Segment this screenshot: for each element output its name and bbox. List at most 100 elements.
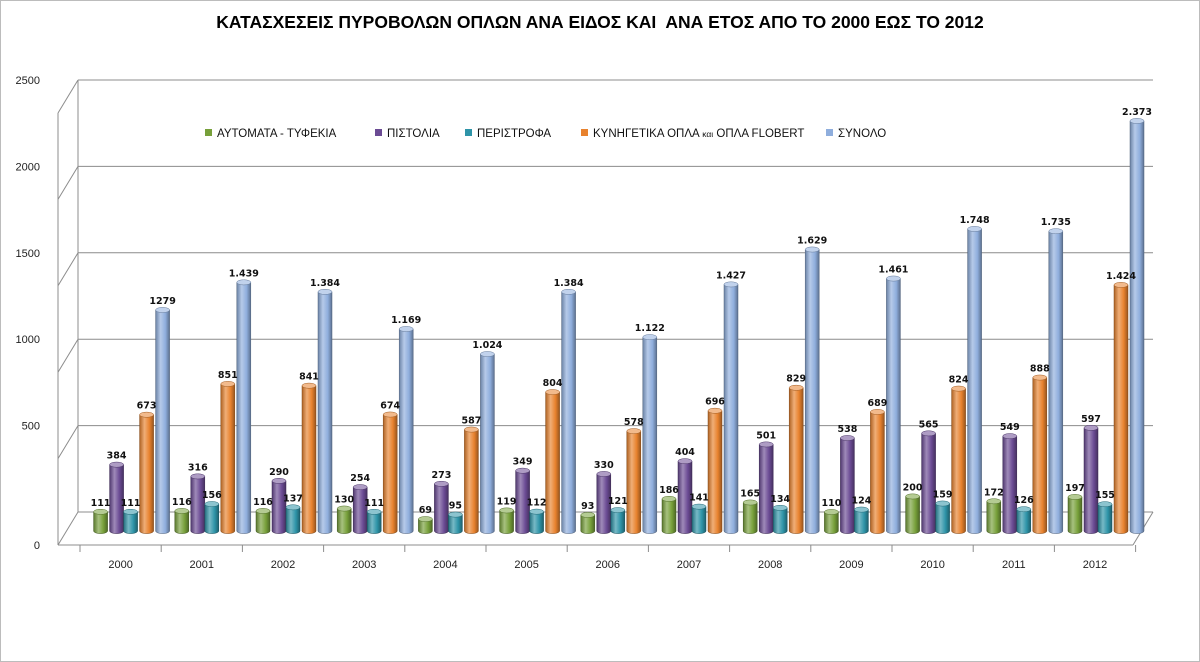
y-tick-label: 1500	[16, 248, 40, 260]
bar-body	[772, 507, 788, 534]
data-label: 273	[431, 470, 451, 481]
bar-top	[677, 458, 693, 465]
legend-item: ΑΥΤΟΜΑΤΑ - ΤΥΦΕΚΙΑ	[205, 128, 337, 140]
data-label: 124	[851, 496, 871, 507]
bar	[190, 473, 206, 534]
bar-body	[155, 309, 170, 534]
bar-top	[986, 498, 1002, 505]
data-label: 349	[513, 457, 533, 468]
bar-body	[1016, 508, 1032, 534]
x-tick-label: 2010	[920, 559, 944, 571]
bar-top	[398, 326, 414, 332]
bar	[886, 275, 901, 534]
bar-body	[499, 510, 514, 534]
data-label: 1.424	[1106, 271, 1136, 282]
x-tick-label: 2001	[190, 559, 214, 571]
bar-body	[448, 514, 463, 534]
bar-body	[921, 433, 936, 534]
bar-top	[220, 381, 236, 387]
bar-body	[317, 291, 333, 534]
bar	[499, 507, 514, 534]
bar-body	[870, 411, 885, 534]
data-label: 116	[172, 497, 192, 508]
bar-body	[366, 511, 382, 534]
bar	[139, 411, 154, 534]
bar	[352, 484, 368, 534]
bar-top	[123, 508, 138, 515]
bar	[596, 471, 612, 534]
y-tick-label: 1000	[16, 334, 40, 346]
data-label: 126	[1014, 495, 1034, 506]
bar-top	[1067, 494, 1083, 500]
bar-body	[561, 291, 576, 534]
bar-top	[352, 484, 368, 490]
legend-label: ΠΙΣΤΟΛΙΑ	[387, 128, 440, 140]
data-label: 384	[107, 451, 127, 462]
bar	[1016, 506, 1032, 534]
bar-body	[398, 328, 414, 534]
bar-body	[935, 503, 950, 534]
data-label: 501	[756, 430, 776, 441]
bar	[418, 516, 433, 534]
bar	[382, 411, 398, 534]
data-label: 1.735	[1041, 217, 1071, 228]
data-label: 597	[1081, 414, 1101, 425]
bar	[967, 226, 982, 534]
data-label: 1279	[149, 296, 175, 307]
x-tick-label: 2000	[108, 559, 132, 571]
bar-top	[935, 500, 950, 507]
bar	[1097, 501, 1113, 534]
bar	[545, 389, 560, 534]
data-label: 1.384	[310, 278, 340, 289]
bar-top	[139, 411, 154, 418]
data-label: 110	[821, 498, 841, 509]
bar	[1067, 494, 1083, 534]
bar	[1002, 433, 1018, 534]
bar	[772, 504, 788, 534]
bar	[448, 511, 463, 534]
bar-body	[1002, 435, 1018, 534]
bar	[317, 288, 333, 534]
bar	[464, 426, 479, 534]
bar	[870, 409, 885, 534]
bar-top	[742, 499, 758, 506]
bar-body	[1032, 377, 1048, 534]
bar	[804, 246, 820, 534]
bar	[434, 480, 449, 534]
bar	[742, 499, 758, 534]
data-label: 119	[497, 496, 517, 507]
bar-body	[1067, 496, 1083, 534]
legend-swatch	[581, 129, 588, 136]
bar-top	[109, 461, 124, 468]
bar-top	[271, 478, 287, 484]
data-label: 888	[1030, 364, 1050, 375]
x-tick-label: 2012	[1083, 559, 1107, 571]
bar-body	[1129, 120, 1145, 534]
data-label: 156	[202, 490, 222, 501]
data-label: 1.169	[391, 315, 421, 326]
bar-body	[840, 437, 855, 534]
bar-body	[610, 509, 626, 534]
bar	[1083, 424, 1099, 534]
bar-body	[854, 509, 869, 534]
bar-top	[870, 409, 885, 415]
bar-body	[271, 480, 287, 534]
bar-top	[515, 467, 530, 474]
data-label: 689	[867, 398, 887, 409]
gridline-side	[57, 252, 79, 287]
bar	[515, 467, 530, 534]
bar-body	[742, 502, 758, 534]
bar	[824, 509, 839, 534]
bar-top	[529, 508, 544, 515]
gridline-side	[57, 511, 79, 546]
legend-swatch	[826, 129, 833, 136]
data-label: 1.122	[635, 323, 665, 334]
gridline-side	[57, 425, 79, 459]
bar	[174, 508, 190, 534]
bar	[220, 381, 236, 534]
bar	[626, 428, 642, 534]
bar-body	[480, 353, 495, 534]
bar	[580, 512, 596, 534]
bar-top	[155, 307, 170, 313]
